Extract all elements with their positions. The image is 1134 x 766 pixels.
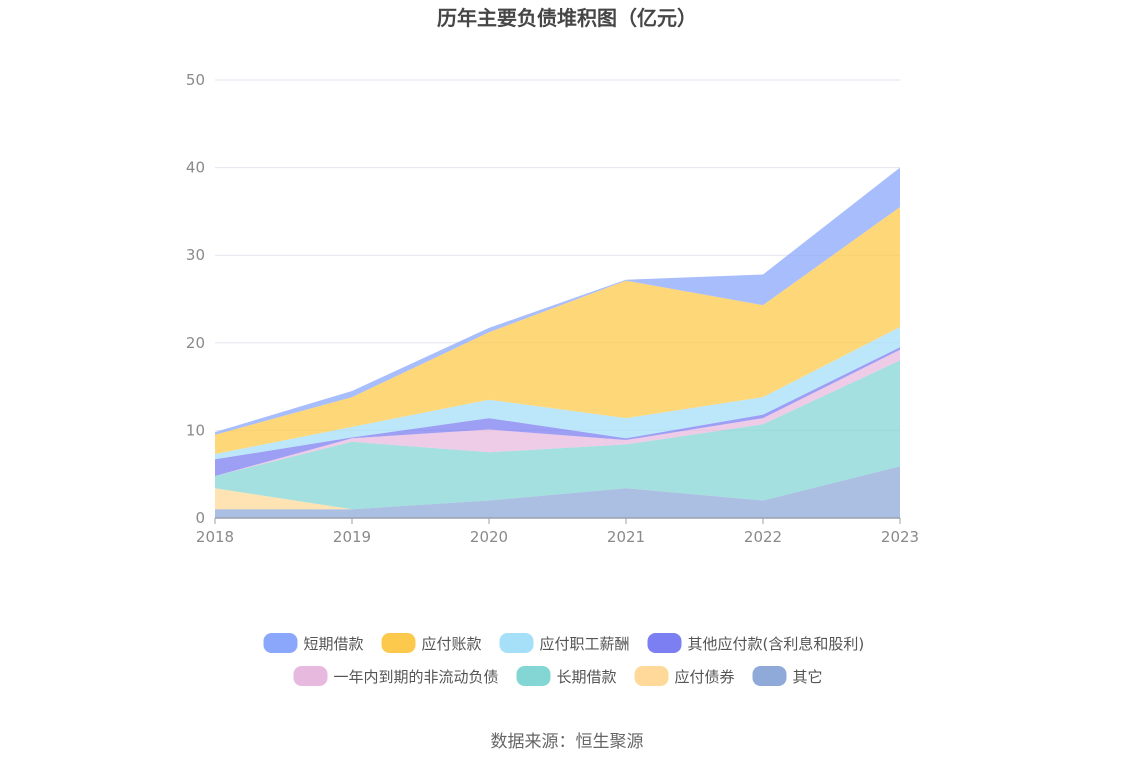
legend-swatch[interactable] — [263, 633, 298, 653]
y-tick-label: 40 — [186, 159, 205, 177]
area-series — [215, 466, 900, 518]
legend-swatch[interactable] — [381, 633, 416, 653]
x-tick-label: 2019 — [333, 528, 371, 546]
y-tick-label: 20 — [186, 334, 205, 352]
axes: 0 10 20 30 40 50 2018 2019 2020 2021 2022 2023 — [186, 71, 919, 546]
legend-swatch[interactable] — [752, 666, 787, 686]
legend-label[interactable]: 其它 — [793, 668, 823, 686]
plot-area — [215, 167, 900, 518]
x-tick-label: 2018 — [196, 528, 234, 546]
chart-title: 历年主要负债堆积图（亿元） — [437, 6, 697, 30]
area-series — [215, 327, 900, 460]
legend: 短期借款 应付账款 应付职工薪酬 其他应付款(含利息和股利) 一年内到期的非流动负债 长期… — [263, 633, 865, 686]
legend-label[interactable]: 短期借款 — [304, 635, 364, 653]
area-series — [215, 466, 900, 510]
legend-label[interactable]: 应付账款 — [422, 635, 482, 653]
legend-label[interactable]: 应付职工薪酬 — [540, 635, 630, 653]
source-note: 数据来源：恒生聚源 — [491, 732, 644, 752]
y-tick-label: 30 — [186, 246, 205, 264]
y-tick-label: 0 — [195, 509, 205, 527]
legend-swatch[interactable] — [516, 666, 551, 686]
y-tick-label: 10 — [186, 421, 205, 439]
legend-label[interactable]: 应付债券 — [675, 668, 735, 686]
area-series — [215, 207, 900, 455]
x-tick-label: 2023 — [881, 528, 919, 546]
x-tick-label: 2021 — [607, 528, 645, 546]
legend-swatch[interactable] — [293, 666, 328, 686]
area-series — [215, 360, 900, 510]
x-tick-label: 2020 — [470, 528, 508, 546]
area-series — [215, 167, 900, 435]
legend-swatch[interactable] — [647, 633, 682, 653]
legend-label[interactable]: 其他应付款(含利息和股利) — [688, 635, 865, 653]
legend-swatch[interactable] — [634, 666, 669, 686]
x-tick-label: 2022 — [744, 528, 782, 546]
legend-swatch[interactable] — [499, 633, 534, 653]
y-tick-label: 50 — [186, 71, 205, 89]
legend-label[interactable]: 长期借款 — [557, 668, 617, 686]
legend-label[interactable]: 一年内到期的非流动负债 — [334, 668, 499, 686]
